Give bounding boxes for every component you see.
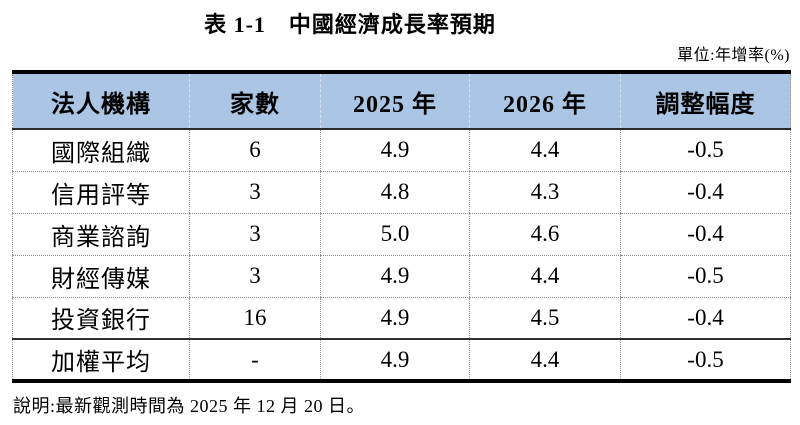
value-2026-cell: 4.4 — [469, 255, 621, 298]
count-cell: - — [189, 339, 321, 381]
adjustment-cell: -0.5 — [620, 129, 791, 172]
institution-cell: 加權平均 — [51, 350, 151, 376]
value-2025-cell: 4.9 — [320, 255, 470, 298]
column-header-adjustment: 調整幅度 — [620, 72, 791, 130]
table-row: 信用評等 3 4.8 4.3 -0.4 — [12, 171, 791, 214]
unit-note: 單位:年增率(%) — [677, 47, 790, 64]
value-2026-cell: 4.4 — [469, 129, 621, 172]
count-cell: 6 — [189, 129, 321, 172]
table-title: 表 1-1 中國經濟成長率預期 — [204, 12, 496, 37]
table-row: 投資銀行 16 4.9 4.5 -0.4 — [12, 297, 791, 340]
count-cell: 16 — [189, 297, 321, 340]
value-2025-cell: 4.9 — [320, 129, 470, 172]
table-row: 財經傳媒 3 4.9 4.4 -0.5 — [12, 255, 791, 298]
value-2025-cell: 5.0 — [320, 213, 470, 256]
adjustment-cell: -0.5 — [620, 255, 791, 298]
institution-cell: 國際組織 — [12, 129, 190, 172]
adjustment-cell: -0.4 — [620, 297, 791, 340]
adjustment-cell: -0.4 — [620, 171, 791, 214]
institution-cell: 投資銀行 — [12, 297, 190, 340]
value-2025-cell: 4.9 — [320, 339, 470, 381]
value-2026-cell: 4.4 — [469, 339, 621, 381]
table-row: 商業諮詢 3 5.0 4.6 -0.4 — [12, 213, 791, 256]
column-header-institution: 法人機構 — [12, 72, 190, 130]
count-cell: 3 — [189, 255, 321, 298]
header-row: 法人機構 家數 2025 年 2026 年 調整幅度 — [12, 72, 791, 130]
footnote: 說明:最新觀測時間為 2025 年 12 月 20 日。 — [13, 396, 365, 416]
value-2025-cell: 4.9 — [320, 297, 470, 340]
value-2025-cell: 4.8 — [320, 171, 470, 214]
value-2026-cell: 4.6 — [469, 213, 621, 256]
table-row-weighted-average: 加權平均 - 4.9 4.4 -0.5 — [13, 339, 791, 381]
forecast-table: 法人機構 家數 2025 年 2026 年 調整幅度 國際組織 6 4.9 4.… — [12, 70, 791, 383]
value-2026-cell: 4.3 — [469, 171, 621, 214]
column-header-count: 家數 — [189, 72, 321, 130]
column-header-2026: 2026 年 — [469, 72, 621, 130]
table-row: 國際組織 6 4.9 4.4 -0.5 — [12, 129, 791, 172]
institution-cell: 商業諮詢 — [12, 213, 190, 256]
value-2026-cell: 4.5 — [469, 297, 621, 340]
institution-cell: 財經傳媒 — [12, 255, 190, 298]
count-cell: 3 — [189, 171, 321, 214]
adjustment-cell: -0.5 — [620, 339, 791, 381]
column-header-2025: 2025 年 — [320, 72, 470, 130]
institution-cell: 信用評等 — [12, 171, 190, 214]
adjustment-cell: -0.4 — [620, 213, 791, 256]
count-cell: 3 — [189, 213, 321, 256]
